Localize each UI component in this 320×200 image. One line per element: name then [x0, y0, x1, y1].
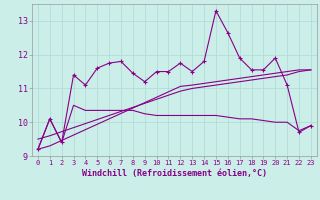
X-axis label: Windchill (Refroidissement éolien,°C): Windchill (Refroidissement éolien,°C) — [82, 169, 267, 178]
